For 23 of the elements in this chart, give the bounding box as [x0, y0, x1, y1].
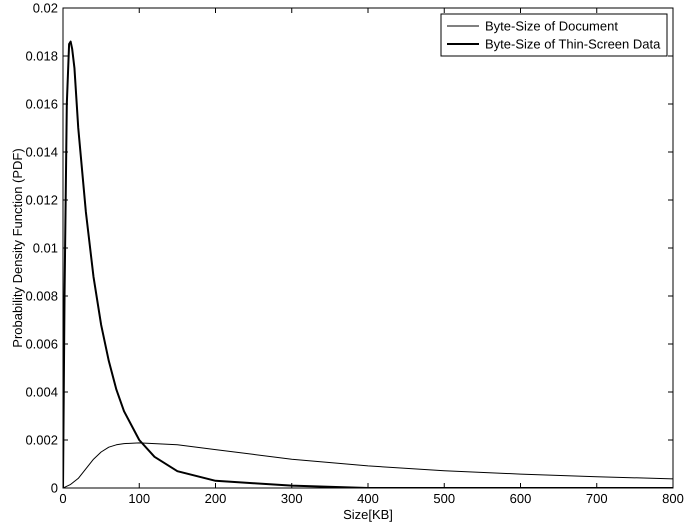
x-tick-label: 700 — [586, 491, 608, 506]
legend-label: Byte-Size of Document — [485, 18, 618, 34]
y-tick-label: 0.018 — [25, 48, 58, 64]
x-tick-label: 500 — [433, 491, 456, 506]
x-tick-label: 200 — [204, 491, 226, 506]
legend-label: Byte-Size of Thin-Screen Data — [485, 36, 662, 52]
y-tick-label: 0.008 — [25, 288, 58, 304]
y-tick-label: 0.02 — [32, 0, 58, 16]
x-tick-label: 400 — [357, 491, 379, 506]
y-tick-label: 0.016 — [25, 96, 58, 112]
y-tick-label: 0.014 — [25, 144, 58, 160]
y-tick-label: 0.012 — [25, 192, 58, 208]
x-tick-label: 300 — [280, 491, 303, 506]
y-tick-label: 0.004 — [25, 384, 58, 400]
y-tick-label: 0.01 — [32, 240, 58, 256]
y-axis-title: Probability Density Function (PDF) — [10, 148, 25, 348]
x-axis-title: Size[KB] — [343, 507, 393, 522]
y-tick-label: 0.006 — [25, 336, 58, 352]
x-tick-label: 800 — [662, 491, 684, 506]
y-tick-label: 0 — [50, 480, 58, 496]
x-tick-label: 100 — [128, 491, 150, 506]
y-tick-label: 0.002 — [25, 432, 58, 448]
x-tick-label: 600 — [510, 491, 532, 506]
